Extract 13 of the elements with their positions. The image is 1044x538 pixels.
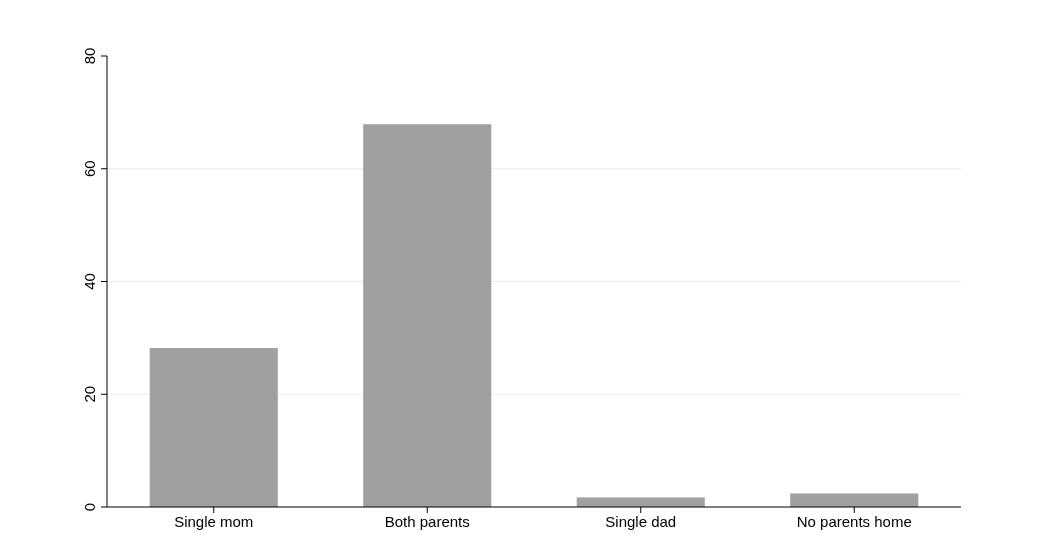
x-tick-label: No parents home [796, 513, 912, 530]
y-tick-label: 80 [81, 47, 98, 65]
y-tick-label: 40 [81, 273, 98, 290]
x-tick-label: Single mom [174, 513, 254, 530]
x-tick-label: Both parents [384, 513, 470, 530]
y-tick-label: 60 [81, 160, 98, 178]
bar [363, 124, 492, 507]
y-tick-label: 20 [81, 385, 98, 403]
bar [576, 497, 705, 507]
bar [790, 493, 919, 507]
bar [149, 348, 278, 507]
y-tick-label: 0 [81, 502, 98, 512]
x-tick-label: Single dad [605, 513, 677, 530]
